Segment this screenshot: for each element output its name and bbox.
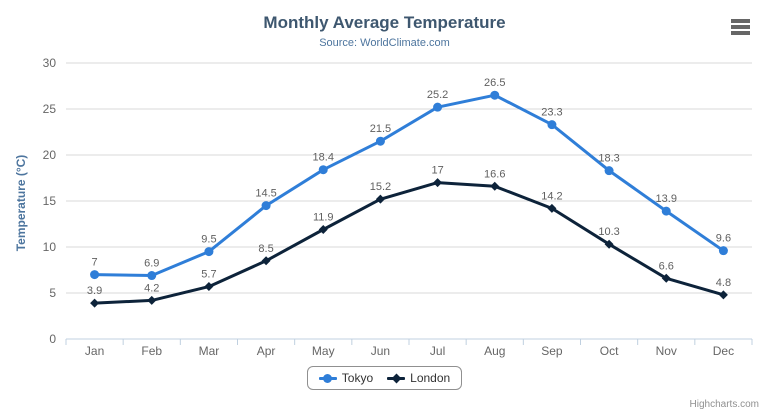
x-axis-label: Jun: [371, 344, 390, 358]
y-axis-tick-label: 30: [43, 56, 57, 70]
x-axis-label: Jan: [85, 344, 104, 358]
data-label: 18.4: [313, 152, 334, 164]
data-label: 21.5: [370, 123, 391, 135]
legend-item-london[interactable]: London: [387, 371, 450, 385]
data-point-tokyo[interactable]: [318, 165, 328, 175]
data-point-london[interactable]: [261, 256, 271, 266]
data-label: 25.2: [427, 89, 448, 101]
context-menu-button[interactable]: [727, 17, 755, 41]
data-label: 23.3: [541, 107, 562, 119]
x-axis-label: Nov: [656, 344, 677, 358]
data-point-tokyo[interactable]: [261, 201, 271, 211]
london-diamond-marker-icon: [387, 372, 406, 384]
legend-label-tokyo: Tokyo: [341, 371, 374, 385]
data-point-tokyo[interactable]: [604, 166, 614, 176]
data-label: 6.6: [659, 260, 674, 272]
data-point-tokyo[interactable]: [547, 120, 557, 130]
hamburger-menu-icon: [729, 19, 753, 35]
x-axis-label: Jul: [430, 344, 445, 358]
x-axis-label: Feb: [141, 344, 162, 358]
data-point-london[interactable]: [375, 194, 385, 204]
x-axis-label: Sep: [541, 344, 563, 358]
data-point-london[interactable]: [547, 203, 557, 213]
x-axis-label: Aug: [484, 344, 505, 358]
data-point-tokyo[interactable]: [90, 270, 100, 280]
x-axis-label: Mar: [199, 344, 220, 358]
y-axis-tick-label: 15: [43, 194, 57, 208]
x-axis-label: Apr: [257, 344, 276, 358]
series-line-london: [93, 181, 725, 305]
data-point-london[interactable]: [490, 181, 500, 191]
data-label: 3.9: [87, 285, 102, 297]
x-axis-label: May: [312, 344, 335, 358]
data-point-london[interactable]: [147, 295, 157, 305]
data-label: 13.9: [656, 193, 677, 205]
data-point-tokyo[interactable]: [375, 136, 385, 146]
data-label: 26.5: [484, 77, 505, 89]
data-label: 16.6: [484, 168, 505, 180]
chart-title: Monthly Average Temperature: [263, 13, 506, 32]
data-label: 15.2: [370, 181, 391, 193]
y-axis-tick-label: 20: [43, 148, 57, 162]
x-axis-label: Oct: [600, 344, 619, 358]
data-label: 4.8: [716, 277, 731, 289]
data-label: 18.3: [598, 153, 619, 165]
data-point-london[interactable]: [661, 273, 671, 283]
data-label: 10.3: [598, 226, 619, 238]
data-point-tokyo[interactable]: [147, 271, 157, 281]
data-label: 14.5: [255, 188, 276, 200]
data-label: 9.6: [716, 233, 731, 245]
data-label: 8.5: [258, 243, 273, 255]
y-axis-tick-label: 10: [43, 240, 57, 254]
data-point-tokyo[interactable]: [433, 102, 443, 112]
x-axis-label: Dec: [713, 344, 734, 358]
data-label: 7: [92, 257, 98, 269]
legend-box: Tokyo London: [306, 366, 463, 390]
legend: Tokyo London: [0, 366, 769, 390]
data-point-tokyo[interactable]: [490, 90, 500, 100]
data-point-london[interactable]: [318, 225, 328, 235]
y-axis-tick-label: 5: [49, 286, 56, 300]
data-point-london[interactable]: [90, 298, 100, 308]
y-axis-tick-label: 0: [49, 332, 56, 346]
data-point-london[interactable]: [433, 178, 443, 188]
series-line-tokyo: [93, 93, 725, 277]
y-axis-tick-label: 25: [43, 102, 57, 116]
data-label: 11.9: [313, 212, 334, 224]
data-point-tokyo[interactable]: [661, 206, 671, 216]
data-point-tokyo[interactable]: [718, 246, 728, 256]
data-label: 14.2: [541, 190, 562, 202]
data-point-tokyo[interactable]: [204, 247, 214, 257]
data-label: 6.9: [144, 258, 159, 270]
data-label: 9.5: [201, 234, 216, 246]
data-label: 4.2: [144, 282, 159, 294]
data-point-london[interactable]: [718, 290, 728, 300]
data-label: 5.7: [201, 269, 216, 281]
legend-label-london: London: [410, 371, 451, 385]
highcharts-credits-link[interactable]: Highcharts.com: [689, 399, 759, 410]
data-point-london[interactable]: [204, 282, 214, 292]
data-point-london[interactable]: [604, 239, 614, 249]
legend-item-tokyo[interactable]: Tokyo: [318, 371, 374, 385]
data-label: 17: [431, 165, 443, 177]
chart-subtitle: Source: WorldClimate.com: [319, 37, 450, 49]
tokyo-circle-marker-icon: [318, 372, 337, 384]
